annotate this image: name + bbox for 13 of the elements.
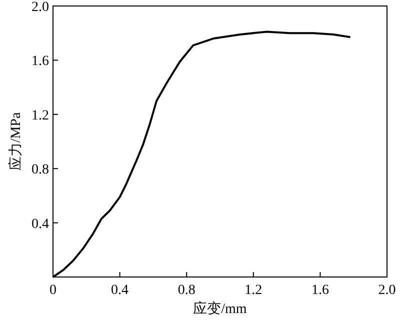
y-tick-label: 0.8 [32,162,49,178]
x-tick-label: 0.8 [178,283,196,298]
y-tick-label: 2.0 [32,0,49,15]
x-tick-label: 2.0 [378,283,396,298]
x-axis-title: 应变/mm [193,301,247,317]
x-tick-label: 1.6 [311,283,329,298]
y-tick-label: 1.2 [32,108,49,124]
x-tick-label: 0.4 [111,283,129,298]
y-axis-title: 应力/MPa [8,112,24,171]
x-tick-label: 0 [50,283,56,298]
y-tick-label: 0.4 [32,216,49,232]
y-tick-label: 1.6 [32,54,49,70]
x-tick-label: 1.2 [244,283,262,298]
